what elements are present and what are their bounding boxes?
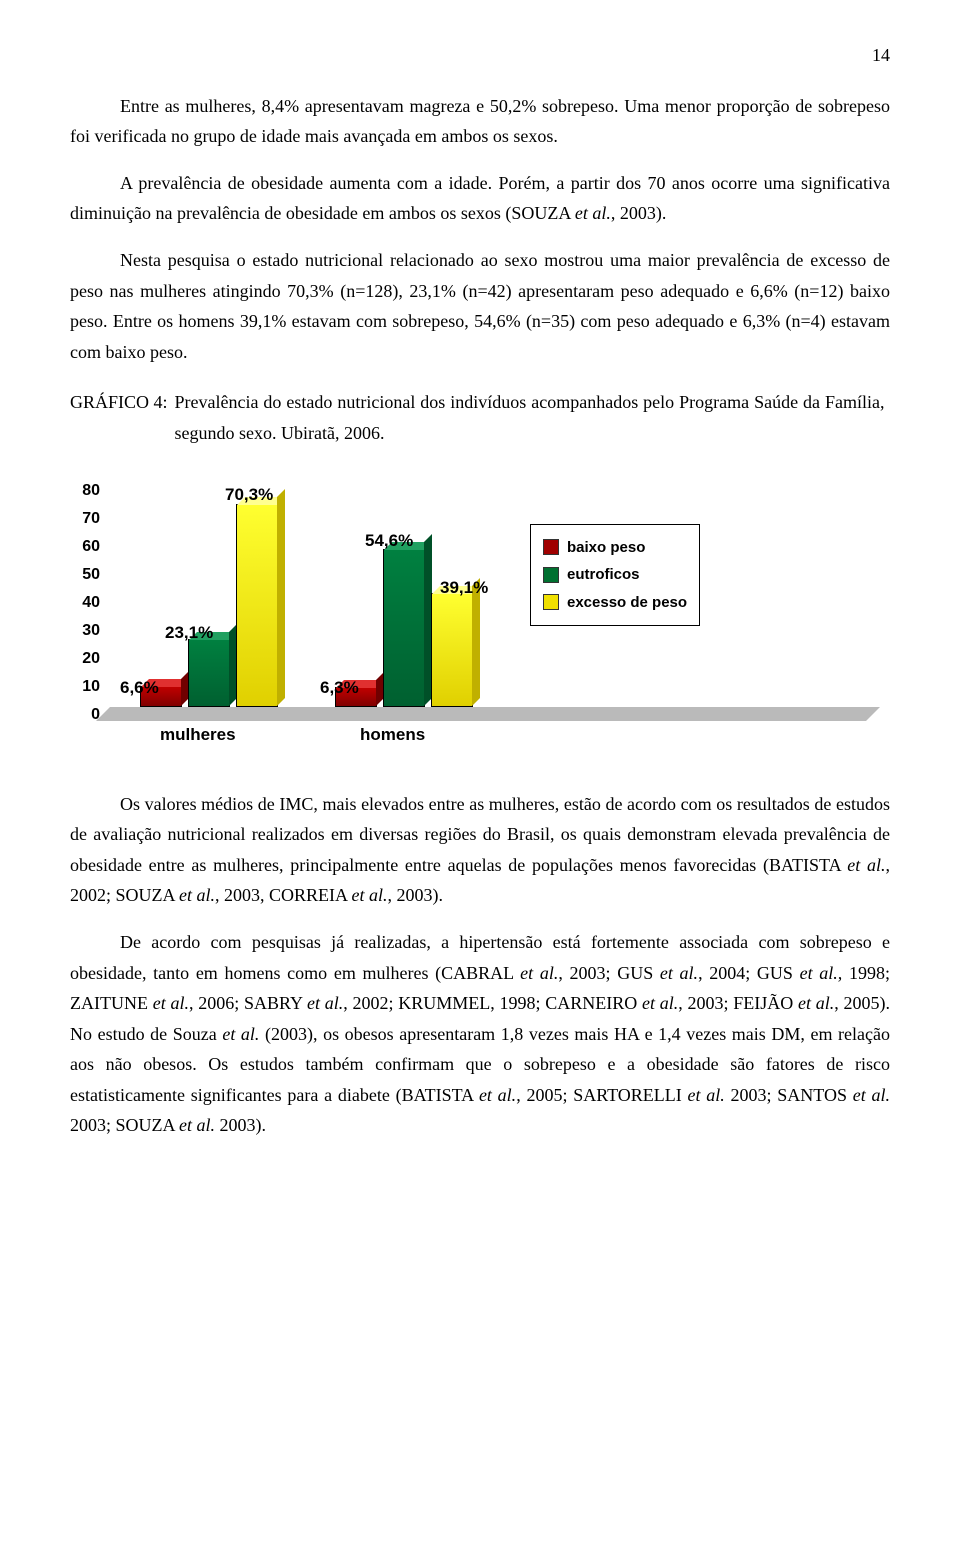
p5g: , 2003; FEIJÃO (678, 993, 798, 1013)
legend-label-baixo: baixo peso (567, 535, 645, 561)
bar-homens-excesso (431, 593, 473, 707)
paragraph-4: Os valores médios de IMC, mais elevados … (70, 789, 890, 911)
p5m: 2003). (215, 1115, 266, 1135)
chart-title: GRÁFICO 4: Prevalência do estado nutrici… (70, 387, 890, 448)
paragraph-1: Entre as mulheres, 8,4% apresentavam mag… (70, 91, 890, 152)
p5-etal7: et al. (798, 993, 834, 1013)
p4-etal2: et al. (179, 885, 215, 905)
p5-etal2: et al. (660, 963, 698, 983)
paragraph-2: A prevalência de obesidade aumenta com a… (70, 168, 890, 229)
p5-etal3: et al., (800, 963, 843, 983)
p5b: , 2003; GUS (558, 963, 660, 983)
p4-etal1: et al. (847, 855, 885, 875)
ytick-10: 10 (70, 673, 100, 700)
ytick-60: 60 (70, 533, 100, 560)
val-mulheres-eutro: 23,1% (165, 619, 213, 648)
p4a: Os valores médios de IMC, mais elevados … (70, 794, 890, 875)
bar-mulheres-excesso (236, 504, 278, 707)
p4c: , 2003, CORREIA (215, 885, 352, 905)
p5-etal5: et al. (307, 993, 343, 1013)
bar-mulheres-eutro (188, 639, 230, 707)
p5-etal1: et al. (520, 963, 558, 983)
chart-floor (96, 707, 880, 721)
p5l: 2003; SOUZA (70, 1115, 179, 1135)
chart-plot-area: 6,6% 23,1% 70,3% 6,3% 54,6% 39,1% (110, 479, 880, 709)
val-homens-excesso: 39,1% (440, 574, 488, 603)
p4-etal3: et al. (352, 885, 388, 905)
val-homens-eutro: 54,6% (365, 527, 413, 556)
legend-swatch-green (543, 567, 559, 583)
p5-etal4: et al. (153, 993, 189, 1013)
p5j: , 2005; SARTORELLI (516, 1085, 687, 1105)
ytick-20: 20 (70, 645, 100, 672)
para2-text-a: A prevalência de obesidade aumenta com a… (70, 173, 890, 224)
page-number: 14 (70, 40, 890, 71)
paragraph-3: Nesta pesquisa o estado nutricional rela… (70, 245, 890, 367)
p4d: , 2003). (388, 885, 444, 905)
cat-homens: homens (360, 721, 425, 750)
ytick-0: 0 (70, 701, 100, 728)
legend-eutro: eutroficos (543, 562, 687, 588)
p5e: , 2006; SABRY (189, 993, 307, 1013)
p5-etal12: et al. (179, 1115, 215, 1135)
paragraph-5: De acordo com pesquisas já realizadas, a… (70, 927, 890, 1141)
ytick-80: 80 (70, 477, 100, 504)
legend-swatch-yellow (543, 594, 559, 610)
bar-homens-eutro (383, 549, 425, 707)
ytick-40: 40 (70, 589, 100, 616)
legend-swatch-red (543, 539, 559, 555)
p5-etal6: et al. (642, 993, 678, 1013)
bar-chart: 80 70 60 50 40 30 20 10 0 6,6% 23,1% 70,… (70, 469, 890, 749)
p5-etal8: et al. (222, 1024, 259, 1044)
p5f: , 2002; KRUMMEL, 1998; CARNEIRO (343, 993, 642, 1013)
para2-text-b: , 2003). (611, 203, 667, 223)
legend: baixo peso eutroficos excesso de peso (530, 524, 700, 627)
ytick-30: 30 (70, 617, 100, 644)
legend-excesso: excesso de peso (543, 590, 687, 616)
cat-mulheres: mulheres (160, 721, 236, 750)
p5-etal9: et al. (479, 1085, 516, 1105)
chart-title-label: GRÁFICO 4: (70, 387, 170, 418)
para2-etal: et al. (575, 203, 611, 223)
val-mulheres-baixo: 6,6% (120, 674, 159, 703)
p5-etal11: et al. (853, 1085, 890, 1105)
legend-label-eutro: eutroficos (567, 562, 640, 588)
legend-label-excesso: excesso de peso (567, 590, 687, 616)
p5c: , 2004; GUS (698, 963, 800, 983)
val-mulheres-excesso: 70,3% (225, 481, 273, 510)
val-homens-baixo: 6,3% (320, 674, 359, 703)
p5k: 2003; SANTOS (725, 1085, 853, 1105)
legend-baixo: baixo peso (543, 535, 687, 561)
ytick-70: 70 (70, 505, 100, 532)
p5-etal10: et al. (688, 1085, 725, 1105)
ytick-50: 50 (70, 561, 100, 588)
chart-title-desc: Prevalência do estado nutricional dos in… (175, 387, 885, 448)
